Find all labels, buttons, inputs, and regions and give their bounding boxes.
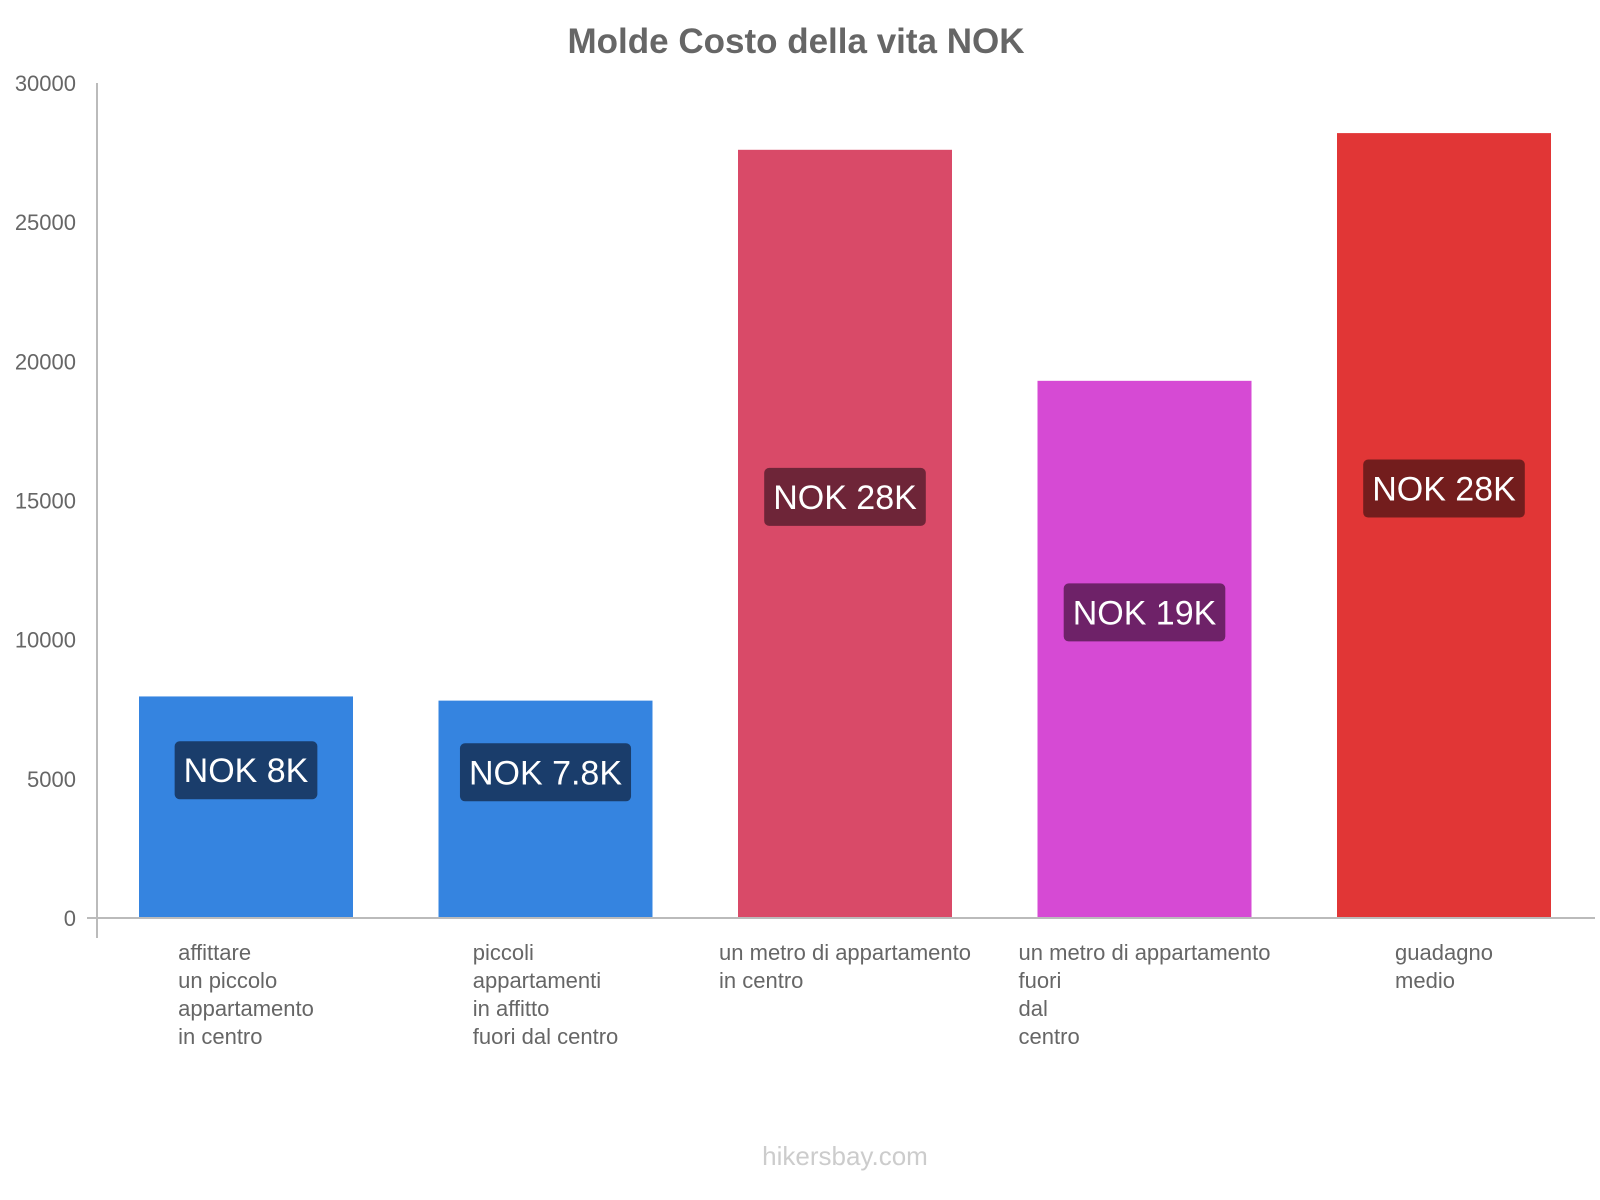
data-label-text: NOK 7.8K (469, 754, 622, 792)
category-label: un metro di appartamento in centro (719, 940, 971, 993)
category-label-line: guadagno (1395, 940, 1493, 965)
data-label-bg (174, 741, 318, 800)
bar (1037, 380, 1252, 919)
data-label-text: NOK 19K (1073, 594, 1217, 632)
y-tick-label: 30000 (15, 71, 76, 96)
category-label-line: appartamento (178, 996, 314, 1021)
y-tick-label: 15000 (15, 489, 76, 514)
y-tick-label: 0 (64, 906, 76, 931)
category-label-line: medio (1395, 968, 1455, 993)
y-tick-label: 5000 (27, 767, 76, 792)
data-label: NOK 19K (1063, 583, 1226, 642)
data-label: NOK 8K (174, 741, 318, 800)
category-label-line: appartamenti (473, 968, 601, 993)
y-tick-label: 25000 (15, 210, 76, 235)
category-label-line: in centro (178, 1024, 262, 1049)
bar (1337, 133, 1551, 919)
data-label: NOK 28K (1363, 459, 1525, 518)
bar (438, 700, 653, 918)
chart-title: Molde Costo della vita NOK (568, 22, 1025, 61)
footer-watermark: hikersbay.com (762, 1141, 928, 1171)
category-label: guadagno medio (1395, 940, 1493, 993)
category-label-line: un metro di appartamento (1019, 940, 1271, 965)
category-label-line: piccoli (473, 940, 534, 965)
category-label-line: fuori dal centro (473, 1024, 619, 1049)
bar (738, 149, 952, 919)
data-label-bg (1063, 583, 1226, 642)
category-label: piccoli appartamenti in affitto fuori dal c… (473, 940, 619, 1049)
data-label: NOK 7.8K (459, 743, 632, 802)
category-label-line: centro (1019, 1024, 1080, 1049)
data-label-text: NOK 28K (773, 479, 917, 517)
data-label: NOK 28K (764, 467, 926, 526)
y-tick-label: 10000 (15, 628, 76, 653)
data-label-bg (459, 743, 632, 802)
data-label-bg (764, 467, 926, 526)
y-tick-label: 20000 (15, 349, 76, 374)
category-label-line: in centro (719, 968, 803, 993)
data-label-text: NOK 28K (1372, 471, 1516, 509)
category-label: affittare un piccolo appartamento in centro (178, 940, 314, 1049)
category-label-line: affittare (178, 940, 251, 965)
category-label-line: in affitto (473, 996, 550, 1021)
data-label-text: NOK 8K (184, 752, 309, 790)
category-label-line: dal (1019, 996, 1048, 1021)
data-label-bg (1363, 459, 1525, 518)
category-label: un metro di appartamento fuori dal centro (1019, 940, 1271, 1049)
category-label-line: un metro di appartamento (719, 940, 971, 965)
category-label-line: fuori (1019, 968, 1062, 993)
category-label-line: un piccolo (178, 968, 277, 993)
bar (139, 696, 353, 918)
